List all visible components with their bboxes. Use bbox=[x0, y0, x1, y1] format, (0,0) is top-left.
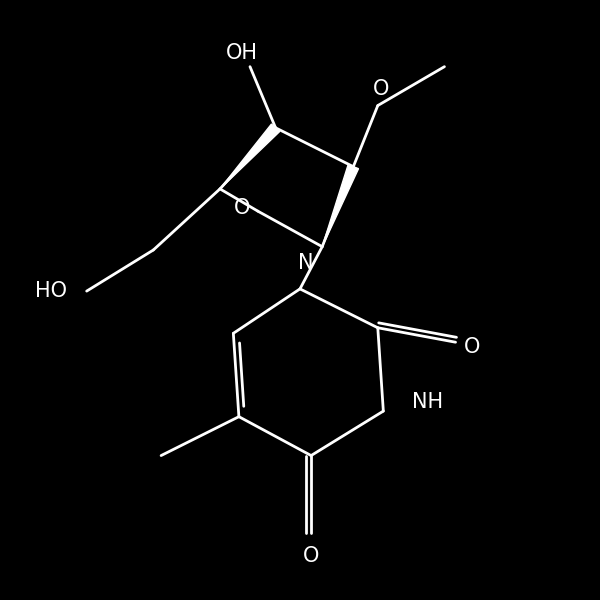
Text: O: O bbox=[303, 545, 319, 566]
Text: OH: OH bbox=[226, 43, 258, 64]
Text: O: O bbox=[464, 337, 481, 356]
Text: O: O bbox=[373, 79, 389, 99]
Text: O: O bbox=[234, 198, 250, 218]
Polygon shape bbox=[220, 124, 280, 189]
Text: NH: NH bbox=[412, 392, 443, 412]
Polygon shape bbox=[322, 164, 359, 247]
Text: N: N bbox=[298, 253, 313, 274]
Text: HO: HO bbox=[35, 281, 67, 301]
